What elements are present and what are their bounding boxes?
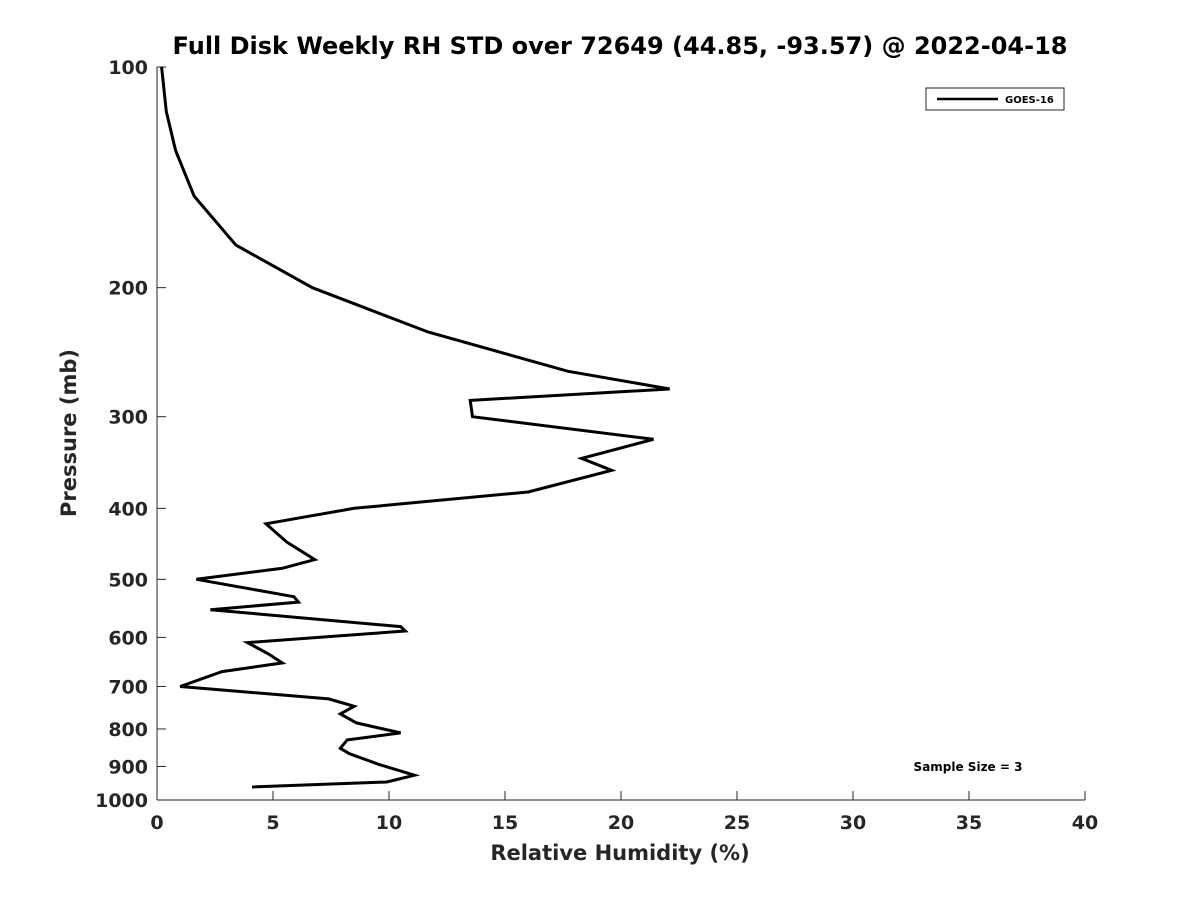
x-tick-label-0: 0	[150, 812, 163, 834]
y-axis: 100 200 300 400 500 600 700 800 900 1000	[95, 57, 166, 812]
chart-title: Full Disk Weekly RH STD over 72649 (44.8…	[173, 32, 1068, 60]
series-layer	[160, 66, 670, 789]
legend: GOES-16	[925, 87, 1065, 111]
y-tick-label-400: 400	[108, 498, 148, 520]
y-axis-label: Pressure (mb)	[57, 349, 81, 517]
y-tick-label-900: 900	[108, 756, 148, 778]
y-tick-label-100: 100	[108, 57, 148, 79]
x-tick-label-10: 10	[376, 812, 402, 834]
x-axis-label: Relative Humidity (%)	[490, 841, 749, 865]
x-tick-label-5: 5	[266, 812, 279, 834]
sample-size-annotation: Sample Size = 3	[914, 760, 1023, 774]
x-tick-label-40: 40	[1072, 812, 1098, 834]
y-tick-label-600: 600	[108, 627, 148, 649]
x-tick-label-20: 20	[608, 812, 634, 834]
series-line-goes-16	[160, 66, 670, 789]
x-tick-label-25: 25	[724, 812, 750, 834]
y-tick-label-800: 800	[108, 719, 148, 741]
x-tick-label-30: 30	[840, 812, 866, 834]
y-tick-label-1000: 1000	[95, 790, 148, 812]
x-tick-label-15: 15	[492, 812, 518, 834]
x-axis: 0 5 10 15 20 25 30 35 40	[150, 791, 1098, 834]
y-tick-label-700: 700	[108, 676, 148, 698]
y-tick-label-300: 300	[108, 407, 148, 429]
y-tick-label-200: 200	[108, 278, 148, 300]
legend-label-goes-16: GOES-16	[1005, 95, 1054, 106]
y-tick-label-500: 500	[108, 569, 148, 591]
x-tick-label-35: 35	[956, 812, 982, 834]
